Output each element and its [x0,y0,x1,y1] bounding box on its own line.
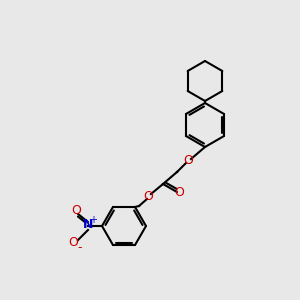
Text: +: + [89,215,97,225]
Text: O: O [71,203,81,217]
Text: -: - [78,242,82,254]
Text: O: O [183,154,193,166]
Text: N: N [83,218,93,232]
Text: O: O [68,236,78,248]
Text: O: O [143,190,153,202]
Text: O: O [174,185,184,199]
